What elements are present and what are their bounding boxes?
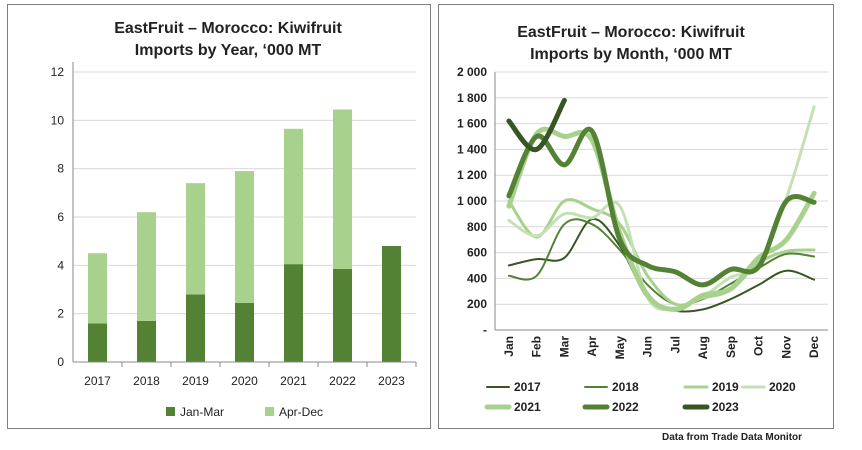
legend-swatch-apr-dec [265, 407, 274, 416]
x-tick-label: Jun [641, 336, 655, 357]
legend-swatch-jan-mar [166, 407, 175, 416]
bar-legend: Jan-Mar Apr-Dec [166, 405, 323, 419]
x-tick-label: Feb [530, 336, 544, 357]
x-tick-label: Oct [752, 336, 766, 356]
bar-jan-mar-2018 [137, 320, 156, 362]
line-series-2021 [506, 126, 817, 312]
bar-apr-dec-2020 [235, 171, 254, 303]
y-tick-label: 600 [467, 246, 487, 260]
x-tick-label: 2019 [182, 374, 209, 388]
y-tick-label: 6 [57, 210, 64, 224]
line-legend: 2017 2018 2019 2020 2021 2022 2023 [484, 380, 796, 414]
legend-label-apr-dec: Apr-Dec [279, 405, 323, 419]
y-tick-label: 10 [51, 113, 65, 127]
x-tick-label: 2022 [329, 374, 356, 388]
x-tick-label: Sep [724, 336, 738, 358]
x-tick-label: May [613, 336, 627, 360]
legend-label-2017: 2017 [514, 380, 541, 394]
x-tick-label: Dec [807, 336, 821, 358]
chart-title-line-1: EastFruit – Morocco: Kiwifruit [517, 24, 745, 41]
chart-title-line-1: EastFruit – Morocco: Kiwifruit [114, 20, 342, 37]
y-tick-label: 2 000 [457, 65, 487, 79]
x-tick-label: Apr [585, 336, 599, 357]
y-tick-label: 400 [467, 271, 487, 285]
y-tick-label: 200 [467, 297, 487, 311]
bar-apr-dec-2019 [186, 183, 205, 295]
annual-chart-panel: EastFruit – Morocco: Kiwifruit Imports b… [7, 4, 431, 429]
x-tick-label: Aug [696, 336, 710, 359]
legend-label-2021: 2021 [514, 400, 541, 414]
x-tick-label: 2018 [133, 374, 160, 388]
y-tick-label: 8 [57, 162, 64, 176]
y-tick-label: 1 600 [457, 117, 487, 131]
x-tick-label: Jan [502, 336, 516, 357]
y-tick-label: 4 [57, 258, 64, 272]
x-tick-label: Mar [557, 336, 571, 358]
y-tick-label: 0 [57, 355, 64, 369]
bar-jan-mar-2017 [88, 323, 107, 362]
legend-label-jan-mar: Jan-Mar [180, 405, 224, 419]
y-tick-label: 1 000 [457, 194, 487, 208]
bar-jan-mar-2019 [186, 294, 205, 362]
y-tick-label: 1 200 [457, 168, 487, 182]
legend-label-2022: 2022 [612, 400, 639, 414]
y-tick-label: 800 [467, 220, 487, 234]
legend-label-2018: 2018 [612, 380, 639, 394]
y-tick-label: 12 [51, 65, 65, 79]
x-tick-label: 2021 [280, 374, 307, 388]
y-tick-label: 1 800 [457, 91, 487, 105]
x-tick-label: Nov [779, 336, 793, 359]
legend-label-2020: 2020 [769, 380, 796, 394]
monthly-chart-panel: EastFruit – Morocco: Kiwifruit Imports b… [438, 4, 834, 429]
chart-title-line-2: Imports by Month, ‘000 MT [530, 46, 732, 63]
bar-jan-mar-2022 [333, 268, 352, 362]
source-note: Data from Trade Data Monitor [662, 432, 803, 443]
x-tick-label: 2020 [231, 374, 258, 388]
bar-apr-dec-2022 [333, 109, 352, 269]
x-tick-label: 2017 [84, 374, 111, 388]
legend-label-2019: 2019 [712, 380, 739, 394]
y-tick-label: 1 400 [457, 142, 487, 156]
line-series-2022 [506, 126, 817, 288]
bar-jan-mar-2021 [284, 264, 303, 362]
line-series-2023 [506, 97, 567, 152]
bar-apr-dec-2021 [284, 128, 303, 265]
x-tick-label: 2023 [378, 374, 405, 388]
chart-title-line-2: Imports by Year, ‘000 MT [135, 42, 322, 59]
monthly-line-chart: EastFruit – Morocco: Kiwifruit Imports b… [457, 24, 828, 414]
x-tick-label: Jul [668, 336, 682, 353]
annual-bar-chart: EastFruit – Morocco: Kiwifruit Imports b… [51, 20, 417, 419]
bar-apr-dec-2018 [137, 212, 156, 321]
bar-jan-mar-2020 [235, 302, 254, 362]
legend-label-2023: 2023 [712, 400, 739, 414]
y-tick-label: 2 [57, 307, 64, 321]
bar-apr-dec-2017 [88, 253, 107, 324]
y-tick-label: - [483, 323, 487, 337]
bar-jan-mar-2023 [382, 246, 401, 362]
